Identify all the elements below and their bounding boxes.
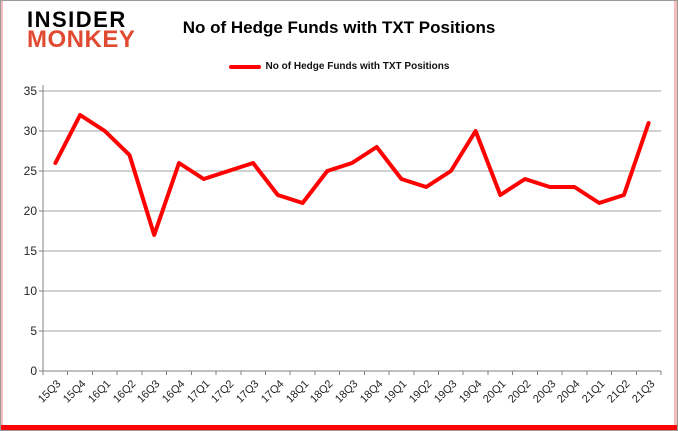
y-axis-label: 15 — [23, 244, 37, 258]
y-axis-label: 30 — [23, 124, 37, 138]
y-axis-label: 35 — [23, 84, 37, 98]
y-axis-label: 0 — [30, 364, 37, 378]
right-accent-border — [674, 1, 677, 430]
bottom-accent-border — [1, 425, 677, 430]
y-axis-label: 5 — [30, 324, 37, 338]
y-axis-label: 25 — [23, 164, 37, 178]
y-axis-label: 20 — [23, 204, 37, 218]
legend-label: No of Hedge Funds with TXT Positions — [265, 61, 450, 72]
legend-line-marker — [228, 64, 261, 69]
y-axis-label: 10 — [23, 284, 37, 298]
logo-monkey-text: MONKEY — [27, 26, 136, 53]
logo-insider-text: INSIDER — [27, 7, 127, 32]
left-accent-border — [1, 1, 3, 430]
legend: No of Hedge Funds with TXT Positions — [1, 61, 677, 72]
insider-monkey-logo: INSIDER MONKEY — [27, 7, 136, 53]
chart-title: No of Hedge Funds with TXT Positions — [182, 18, 496, 37]
